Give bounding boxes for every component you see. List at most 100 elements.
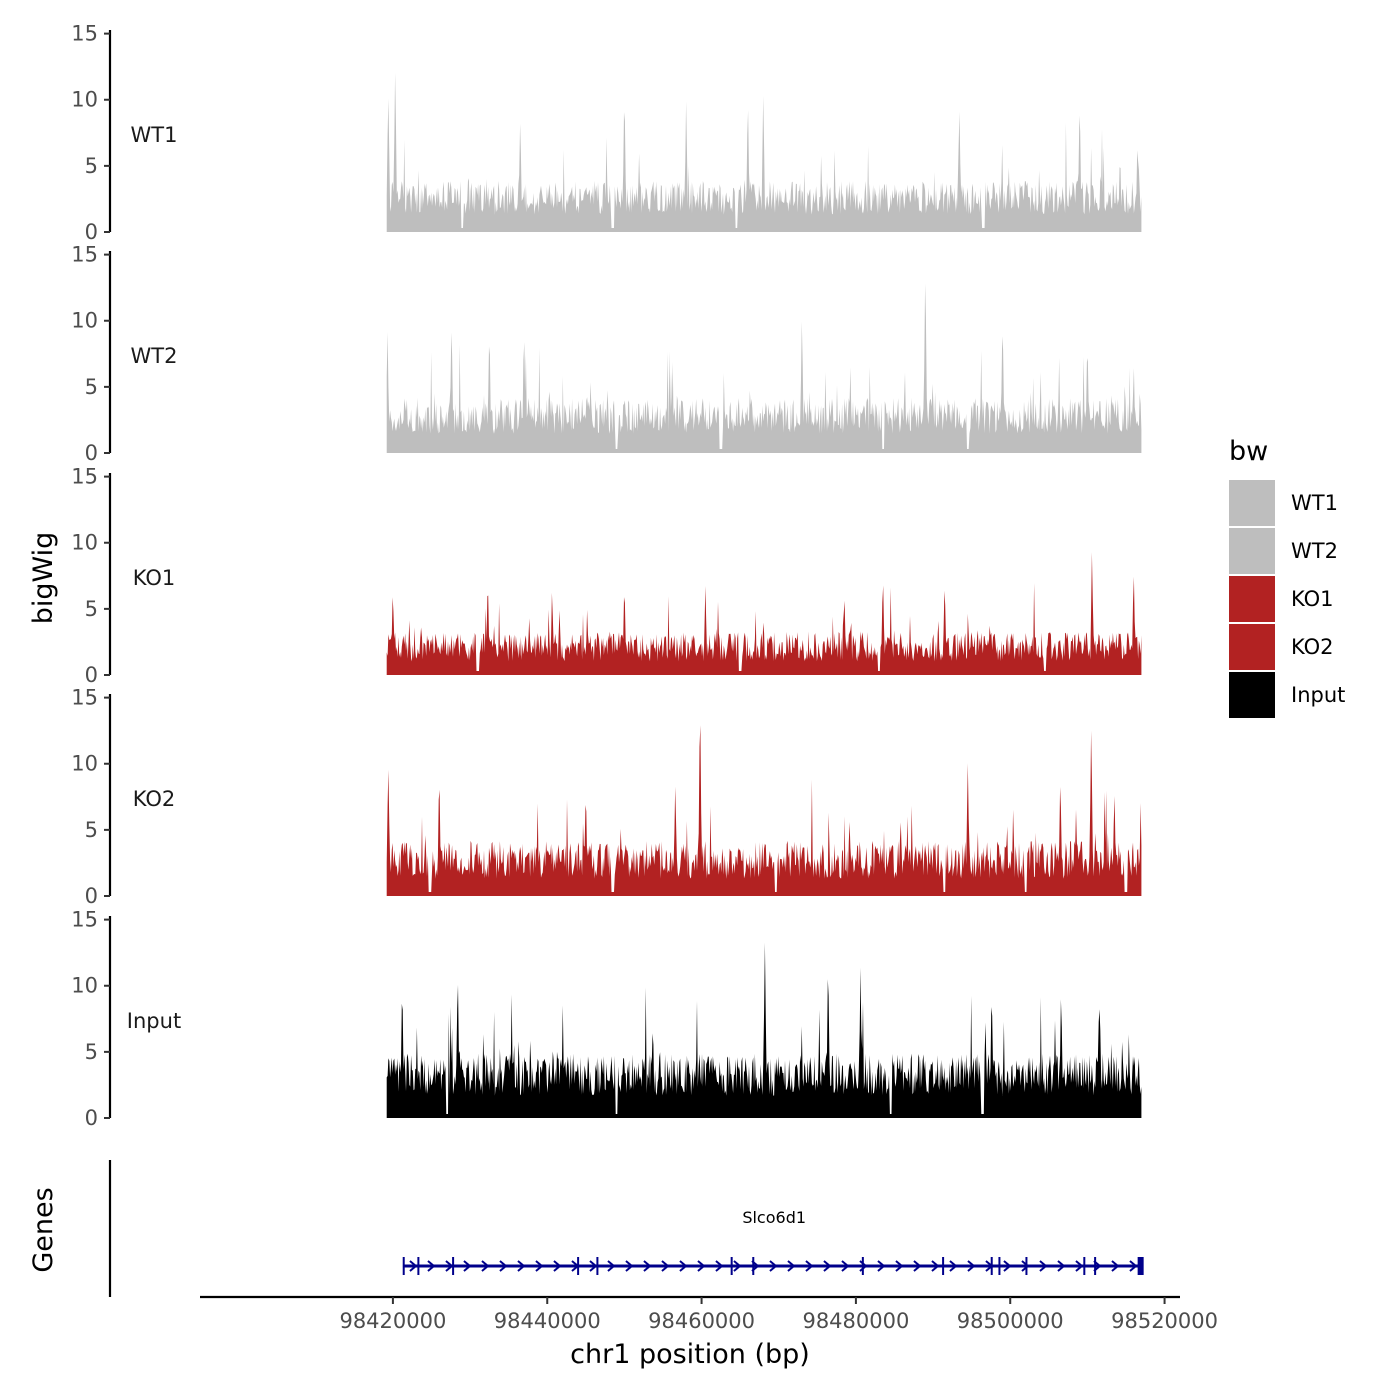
y-tick-label: 5 [85,375,98,399]
track-label-wt1: WT1 [131,123,178,147]
strand-arrow [1039,1260,1048,1272]
exon [1137,1257,1144,1275]
panel-wt2: 0 5 10 15 WT2 [71,243,1142,465]
strand-arrow [679,1260,688,1272]
y-tick-label: 15 [71,465,98,489]
strand-arrow [913,1260,922,1272]
y-tick-label: 0 [85,663,98,687]
strand-arrow [805,1260,814,1272]
exon [402,1257,405,1275]
signal-area-wt1 [386,72,1142,232]
x-tick-label: 98440000 [494,1309,601,1333]
strand-arrow [787,1260,796,1272]
y-tick-label: 15 [71,243,98,267]
signal-panels: 0 5 10 15 WT1 0 5 10 15 WT2 0 5 10 15 KO1 0 5 10 15 KO2 0 5 10… [71,22,1142,1130]
strand-arrow [733,1260,742,1272]
strand-arrow [1129,1260,1138,1272]
y-tick-label: 0 [85,441,98,465]
strand-arrow [1021,1260,1030,1272]
track-label-input: Input [127,1009,181,1033]
x-tick-label: 98460000 [648,1309,755,1333]
legend-swatch [1229,576,1275,622]
strand-arrow [661,1260,670,1272]
exon [1025,1257,1028,1275]
signal-area-ko1 [386,552,1142,675]
exon [942,1257,945,1275]
y-tick-label: 10 [71,752,98,776]
legend-item-input: Input [1229,672,1345,718]
strand-arrow [1075,1260,1084,1272]
y-tick-label: 5 [85,1040,98,1064]
y-tick-label: 5 [85,818,98,842]
x-tick-label: 98520000 [1111,1309,1218,1333]
signal-area-input [386,942,1142,1118]
legend-label: WT2 [1291,539,1338,563]
legend-item-ko1: KO1 [1229,576,1334,622]
strand-arrow [895,1260,904,1272]
strand-arrow [967,1260,976,1272]
signal-area-wt2 [386,283,1142,453]
strand-arrow [1003,1260,1012,1272]
strand-arrow [607,1260,616,1272]
strand-arrow [715,1260,724,1272]
strand-arrow [643,1260,652,1272]
legend-item-wt1: WT1 [1229,480,1338,526]
x-axis: 98420000 98440000 98460000 98480000 98500000… [200,1295,1218,1333]
strand-arrow [427,1260,436,1272]
strand-arrow [409,1260,418,1272]
legend-swatch [1229,480,1275,526]
legend-swatch [1229,624,1275,670]
strand-arrow [1057,1260,1066,1272]
y-tick-label: 10 [71,309,98,333]
strand-arrow [499,1260,508,1272]
x-axis-title: chr1 position (bp) [570,1339,810,1370]
y-tick-label: 5 [85,154,98,178]
y-tick-label: 10 [71,531,98,555]
exon [861,1257,864,1275]
x-tick-label: 98420000 [339,1309,446,1333]
legend-label: Input [1291,683,1345,707]
exon [1083,1257,1086,1275]
exon [752,1257,755,1275]
gene-track-panel: Slco6d1 [108,1160,1144,1297]
strand-arrow [949,1260,958,1272]
y-axis-title: bigWig [28,532,59,625]
y-tick-label: 15 [71,22,98,46]
strand-arrow [517,1260,526,1272]
y-tick-label: 15 [71,908,98,932]
strand-arrow [445,1260,454,1272]
y-tick-label: 5 [85,597,98,621]
legend-swatch [1229,528,1275,574]
panel-ko1: 0 5 10 15 KO1 [71,465,1142,687]
strand-arrow [589,1260,598,1272]
strand-arrow [625,1260,634,1272]
legend: bw WT1 WT2 KO1 KO2 Input [1229,436,1345,718]
strand-arrow [877,1260,886,1272]
exon [577,1257,580,1275]
exon [417,1257,420,1275]
exon [596,1257,599,1275]
panel-ko2: 0 5 10 15 KO2 [71,686,1142,908]
y-tick-label: 10 [71,974,98,998]
gene-label: Slco6d1 [742,1208,806,1227]
panel-input: 0 5 10 15 Input [71,908,1142,1130]
strand-arrow [697,1260,706,1272]
y-tick-label: 15 [71,686,98,710]
panel-wt1: 0 5 10 15 WT1 [71,22,1142,244]
strand-arrow [553,1260,562,1272]
legend-item-ko2: KO2 [1229,624,1334,670]
strand-arrow [463,1260,472,1272]
strand-arrow [1111,1260,1120,1272]
strand-arrow [481,1260,490,1272]
y-tick-label: 10 [71,88,98,112]
gene-slco6d1: Slco6d1 [402,1208,1144,1275]
x-tick-label: 98500000 [957,1309,1064,1333]
exon [452,1257,455,1275]
y-tick-label: 0 [85,220,98,244]
track-label-wt2: WT2 [131,344,178,368]
exon [990,1257,993,1275]
strand-arrow [931,1260,940,1272]
exon [1094,1257,1097,1275]
legend-label: KO1 [1291,587,1334,611]
